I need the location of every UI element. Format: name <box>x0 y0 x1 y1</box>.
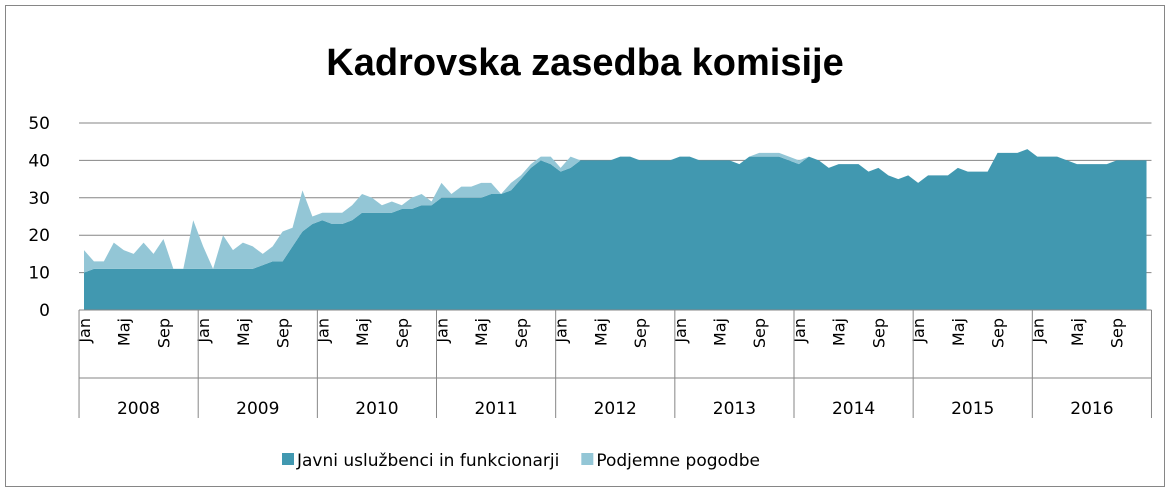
y-tick-label: 10 <box>28 264 50 284</box>
y-tick-label: 0 <box>39 301 50 321</box>
legend-label: Javni uslužbenci in funkcionarji <box>296 451 559 471</box>
year-label: 2016 <box>1070 399 1113 419</box>
year-label: 2014 <box>832 399 875 419</box>
x-tick-label: Maj <box>234 318 253 346</box>
x-tick-label: Maj <box>830 318 849 346</box>
x-tick-label: Jan <box>671 318 690 344</box>
x-tick-label: Sep <box>154 318 173 348</box>
y-tick-label: 30 <box>28 189 50 209</box>
x-tick-label: Jan <box>790 318 809 344</box>
area <box>84 149 1147 273</box>
legend-swatch <box>282 453 294 465</box>
legend-label: Podjemne pogodbe <box>596 451 760 471</box>
legend-swatch <box>581 453 594 465</box>
year-label: 2013 <box>713 399 756 419</box>
x-tick-label: Jan <box>909 318 928 344</box>
x-tick-label: Sep <box>750 318 769 348</box>
x-tick-label: Sep <box>989 318 1008 348</box>
x-tick-label: Sep <box>869 318 888 348</box>
x-tick-label: Maj <box>591 318 610 346</box>
x-tick-label: Jan <box>552 318 571 344</box>
x-tick-label: Sep <box>1108 318 1127 348</box>
x-tick-label: Jan <box>194 318 213 344</box>
year-label: 2009 <box>236 399 279 419</box>
year-label: 2015 <box>951 399 994 419</box>
area <box>84 149 1147 310</box>
x-tick-label: Maj <box>711 318 730 346</box>
chart-title: Kadrovska zasedba komisije <box>326 42 843 84</box>
x-tick-label: Maj <box>115 318 134 346</box>
x-tick-label: Sep <box>393 318 412 348</box>
x-tick-label: Sep <box>512 318 531 348</box>
year-label: 2012 <box>594 399 637 419</box>
x-tick-label: Maj <box>353 318 372 346</box>
year-label: 2008 <box>117 399 160 419</box>
x-tick-label: Jan <box>75 318 94 344</box>
year-label: 2010 <box>355 399 398 419</box>
x-tick-label: Sep <box>274 318 293 348</box>
y-tick-label: 20 <box>28 226 50 246</box>
x-tick-label: Maj <box>472 318 491 346</box>
x-tick-label: Jan <box>432 318 451 344</box>
x-tick-label: Maj <box>949 318 968 346</box>
x-tick-label: Jan <box>313 318 332 344</box>
year-label: 2011 <box>474 399 517 419</box>
x-tick-label: Sep <box>631 318 650 348</box>
y-tick-label: 50 <box>28 114 50 134</box>
x-tick-label: Maj <box>1068 318 1087 346</box>
y-tick-label: 40 <box>28 151 50 171</box>
x-tick-label: Jan <box>1028 318 1047 344</box>
